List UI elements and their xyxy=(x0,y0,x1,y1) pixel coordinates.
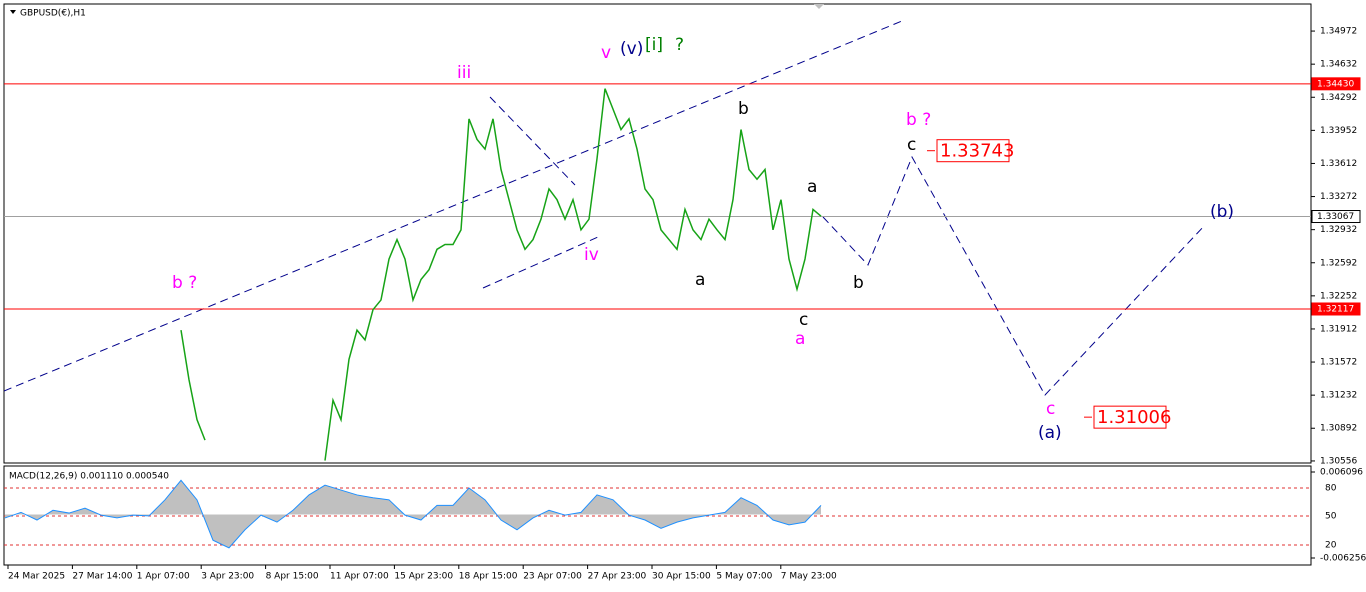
target-box xyxy=(1093,405,1167,429)
y-tick-label: 1.34972 xyxy=(1320,27,1357,37)
wave-label: b ? xyxy=(906,110,931,130)
macd-title: MACD(12,26,9) 0.001110 0.000540 xyxy=(9,472,169,482)
main-panel xyxy=(3,3,1312,464)
projection xyxy=(822,155,1206,396)
wave-label: a xyxy=(795,329,805,349)
x-tick-label: 24 Mar 2025 xyxy=(8,572,65,582)
wave-label: ? xyxy=(675,35,684,55)
y-tick-label: 1.32252 xyxy=(1320,291,1357,301)
wedge-line xyxy=(482,236,599,289)
level-label: 1.34430 xyxy=(1317,79,1354,89)
x-tick-label: 7 May 23:00 xyxy=(781,572,837,582)
wave-label: iv xyxy=(584,245,599,265)
wave-label: b ? xyxy=(172,273,197,293)
wave-label: b xyxy=(853,273,864,293)
x-tick-label: 11 Apr 07:00 xyxy=(330,572,389,582)
wave-label: c xyxy=(907,135,916,155)
y-tick-label: 1.32592 xyxy=(1320,258,1357,268)
wave-label: c xyxy=(799,310,808,330)
x-tick-label: 27 Apr 23:00 xyxy=(588,572,647,582)
wave-label: v xyxy=(601,43,611,63)
wave-label: b xyxy=(738,99,749,119)
x-tick-label: 15 Apr 23:00 xyxy=(394,572,453,582)
chart-title: GBPUSD(€),H1 xyxy=(20,9,86,19)
y-tick-label: 1.32932 xyxy=(1320,225,1357,235)
macd-level-label: 80 xyxy=(1325,484,1337,494)
x-tick-label: 8 Apr 15:00 xyxy=(266,572,319,582)
level-label: 1.33067 xyxy=(1317,212,1354,222)
y-tick-label: 1.31912 xyxy=(1320,324,1357,334)
macd-histogram xyxy=(5,480,821,548)
y-tick-label: 1.33272 xyxy=(1320,192,1357,202)
wedge-line xyxy=(489,96,576,186)
level-label-box xyxy=(1311,302,1361,316)
drawings xyxy=(4,20,1206,396)
target-label: 1.33743 xyxy=(940,141,1014,162)
macd-level-label: 20 xyxy=(1325,541,1337,551)
wave-label: (b) xyxy=(1210,202,1234,222)
main-plot xyxy=(4,83,1311,461)
y-tick-label: 1.30892 xyxy=(1320,424,1357,434)
price-line xyxy=(324,88,822,461)
y-tick-label: -0.006256 xyxy=(1320,554,1366,564)
wave-label: (a) xyxy=(1038,423,1062,443)
y-tick-label: 1.34632 xyxy=(1320,60,1357,70)
wave-label: (v) xyxy=(620,39,643,59)
wave-label: a xyxy=(695,270,705,290)
target-label: 1.31006 xyxy=(1097,407,1171,428)
level-label: 1.32117 xyxy=(1317,304,1354,314)
x-tick-label: 23 Apr 07:00 xyxy=(523,572,582,582)
macd-level-label: 50 xyxy=(1325,512,1337,522)
title-icon xyxy=(10,10,16,14)
x-tick-label: 3 Apr 23:00 xyxy=(201,572,254,582)
y-tick-label: 1.30556 xyxy=(1320,456,1357,466)
shift-marker xyxy=(814,4,824,9)
y-tick-label: 1.34292 xyxy=(1320,93,1357,103)
y-tick-label: 0.006096 xyxy=(1320,468,1363,478)
wave-label: c xyxy=(1046,399,1055,419)
x-tick-label: 5 May 07:00 xyxy=(716,572,772,582)
wave-label: [i] xyxy=(645,35,663,55)
x-tick-label: 18 Apr 15:00 xyxy=(459,572,518,582)
y-tick-label: 1.31572 xyxy=(1320,358,1357,368)
y-tick-label: 1.31232 xyxy=(1320,391,1357,401)
price-line xyxy=(180,329,206,441)
target-box xyxy=(936,139,1010,163)
wave-label: iii xyxy=(457,63,471,83)
y-tick-label: 1.33612 xyxy=(1320,159,1357,169)
level-label-box xyxy=(1311,210,1361,224)
macd-line xyxy=(4,479,822,549)
wave-label: a xyxy=(807,177,817,197)
x-tick-label: 27 Mar 14:00 xyxy=(72,572,132,582)
trend-line xyxy=(4,20,903,392)
x-tick-label: 1 Apr 07:00 xyxy=(137,572,190,582)
level-label-box xyxy=(1311,77,1361,91)
y-tick-label: 1.33952 xyxy=(1320,126,1357,136)
x-tick-label: 30 Apr 15:00 xyxy=(652,572,711,582)
